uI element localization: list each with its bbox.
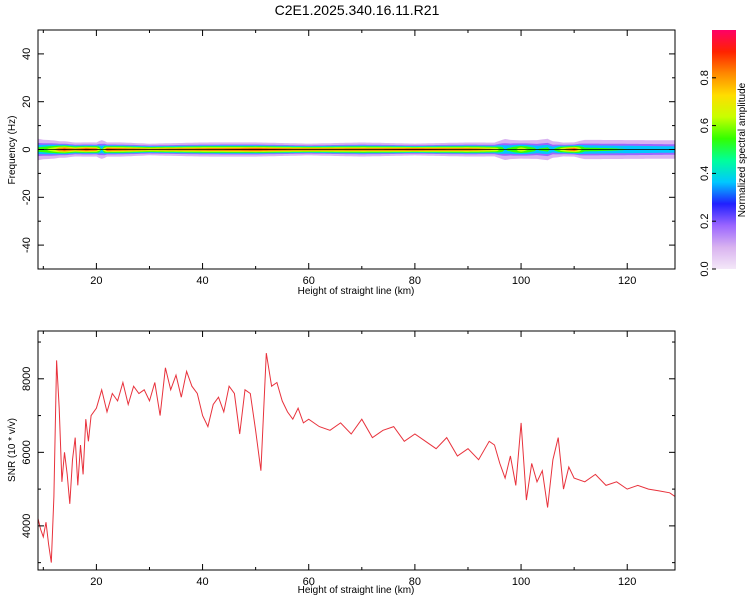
snr-ticks: 20 40 60 80 100 120 4000 6000 8000: [21, 331, 675, 588]
colorbar-tick-label: 0.8: [699, 70, 711, 85]
spectrogram-y-tick-label: 40: [21, 48, 33, 60]
spectrogram-y-axis-label: Frequency (Hz): [7, 116, 18, 185]
snr-x-axis-label: Height of straight line (km): [298, 585, 415, 596]
spectrogram-x-tick-label: 100: [512, 275, 530, 287]
snr-y-tick-label: 4000: [21, 514, 33, 538]
snr-x-tick-label: 100: [512, 576, 530, 588]
snr-background: [38, 331, 675, 570]
spectrogram-band: [38, 138, 675, 161]
snr-x-tick-label: 40: [196, 576, 208, 588]
figure-title: C2E1.2025.340.16.11.R21: [275, 2, 440, 18]
snr-panel: 20 40 60 80 100 120 4000 6000 8000 Height of str…: [7, 330, 676, 596]
spectrogram-x-tick-label: 80: [409, 275, 421, 287]
colorbar: 0.0 0.2 0.4 0.6 0.8 Normalized spectral ampl…: [699, 30, 748, 277]
spectrogram-x-tick-label: 120: [618, 275, 636, 287]
snr-frame: [37, 330, 676, 571]
snr-y-axis-label: SNR (10 * v/v): [7, 418, 18, 482]
colorbar-ticks: 0.0 0.2 0.4 0.6 0.8: [699, 70, 716, 277]
spectrogram-x-tick-label: 40: [196, 275, 208, 287]
colorbar-tick-label: 0.6: [699, 118, 711, 133]
snr-x-tick-label: 20: [90, 576, 102, 588]
colorbar-tick-label: 0.4: [699, 166, 711, 181]
spectrogram-ticks: 20 40 60 80 100 120 -40 -20 0 20 40: [21, 29, 675, 287]
spectrogram-y-tick-label: -40: [21, 237, 33, 253]
snr-x-tick-label: 60: [303, 576, 315, 588]
spectrogram-y-tick-label: 0: [21, 146, 33, 152]
spectrogram-panel: 20 40 60 80 100 120 -40 -20 0 20 40 Height of stra…: [7, 29, 676, 297]
spectrogram-x-axis-label: Height of straight line (km): [298, 286, 415, 297]
colorbar-label: Normalized spectral amplitude: [737, 82, 748, 217]
spectrogram-x-tick-label: 20: [90, 275, 102, 287]
snr-series-line: [38, 353, 675, 563]
colorbar-tick-label: 0.0: [699, 261, 711, 276]
snr-y-tick-label: 8000: [21, 367, 33, 391]
spectrogram-y-tick-label: 20: [21, 96, 33, 108]
spectrogram-y-tick-label: -20: [21, 189, 33, 205]
colorbar-tick-label: 0.2: [699, 214, 711, 229]
snr-y-tick-label: 6000: [21, 440, 33, 464]
snr-x-tick-label: 80: [409, 576, 421, 588]
snr-x-tick-label: 120: [618, 576, 636, 588]
spectrogram-x-tick-label: 60: [303, 275, 315, 287]
colorbar-scale: [712, 30, 736, 269]
